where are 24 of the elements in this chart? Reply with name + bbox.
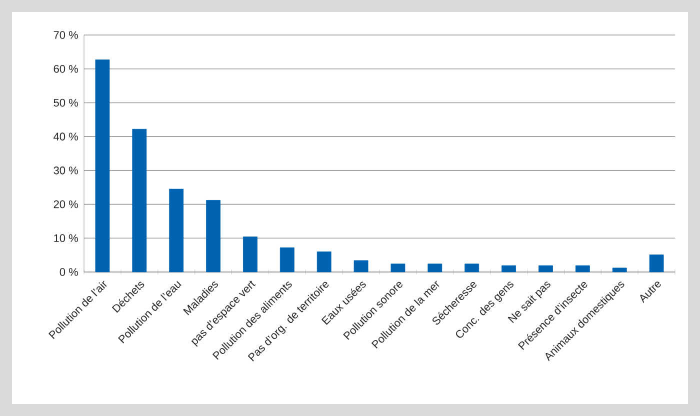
y-tick-label: 10 %	[54, 234, 78, 242]
y-tick-label: 70 %	[54, 31, 78, 39]
y-tick-label: 50 %	[54, 98, 78, 107]
bar	[243, 236, 258, 272]
y-tick-label: 60 %	[54, 64, 78, 73]
bar	[316, 251, 332, 272]
bar	[428, 264, 442, 272]
bar	[464, 264, 480, 272]
bar	[354, 260, 368, 272]
y-tick-label: 30 %	[54, 166, 78, 174]
bar	[502, 265, 516, 272]
y-tick-label: 0 %	[60, 268, 78, 276]
bar	[649, 254, 664, 272]
bar	[206, 200, 220, 272]
bar	[132, 128, 147, 272]
y-tick-label: 40 %	[54, 132, 78, 140]
bar	[280, 247, 294, 272]
bar	[390, 264, 406, 272]
bar	[95, 60, 110, 272]
bar	[538, 265, 553, 272]
y-tick-label: 20 %	[54, 200, 78, 208]
bar	[169, 188, 184, 272]
bar	[575, 265, 590, 272]
bar	[612, 268, 627, 272]
